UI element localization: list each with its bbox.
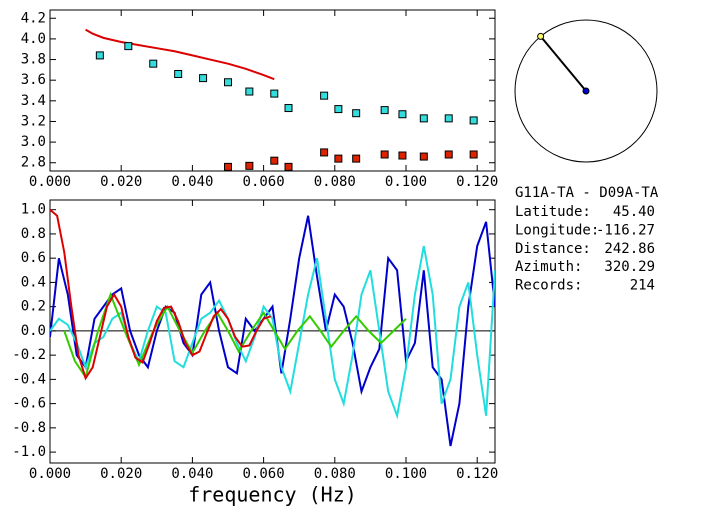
y-tick-label: 3.4 [21, 93, 46, 109]
point [270, 89, 279, 98]
y-tick-label: 0.2 [21, 299, 46, 315]
info-value: 320.29 [604, 259, 655, 275]
y-tick-label: -0.2 [12, 347, 46, 363]
y-tick-label: 3.0 [21, 134, 46, 150]
y-tick-label: 1.0 [21, 202, 46, 218]
y-tick-label: 4.2 [21, 10, 46, 26]
info-value: 242.86 [604, 241, 655, 257]
y-tick-label: 0.8 [21, 226, 46, 242]
plot-frame [49, 9, 496, 172]
x-tick-label: 0.020 [100, 466, 142, 482]
point [245, 87, 254, 96]
x-tick-label: 0.080 [314, 174, 356, 190]
series-group [85, 28, 478, 171]
y-tick-label: -0.4 [12, 371, 46, 387]
point [224, 162, 232, 171]
x-tick-label: 0.060 [243, 174, 285, 190]
y-tick-label: 3.2 [21, 113, 46, 129]
point [284, 104, 293, 113]
point [352, 154, 361, 163]
point [174, 69, 183, 78]
point [469, 150, 478, 159]
station-title: G11A-TA - D09A-TA [515, 185, 659, 201]
point [199, 74, 208, 83]
x-tick-label: 0.040 [171, 466, 213, 482]
point [469, 116, 478, 125]
line [63, 291, 407, 380]
x-tick-label: 0.120 [456, 174, 498, 190]
info-value: 214 [630, 278, 655, 294]
point [444, 150, 453, 159]
info-label: Longitude: [515, 222, 599, 238]
point [380, 106, 389, 115]
info-value: -116.27 [596, 222, 655, 238]
y-tick-label: 0.0 [21, 323, 46, 339]
point [352, 109, 361, 118]
x-tick-label: 0.100 [385, 466, 427, 482]
point [149, 59, 158, 68]
point [320, 91, 329, 100]
y-tick-label: 0.4 [21, 274, 46, 290]
remote-station [537, 32, 545, 40]
y-tick-label: 4.0 [21, 31, 46, 47]
x-tick-label: 0.040 [171, 174, 213, 190]
y-tick-label: -0.6 [12, 396, 46, 412]
x-tick-label: 0.080 [314, 466, 356, 482]
info-label: Azimuth: [515, 259, 582, 275]
info-value: 45.40 [613, 204, 655, 220]
line [85, 28, 275, 81]
x-tick-label: 0.120 [456, 466, 498, 482]
point [334, 105, 343, 114]
point [270, 156, 279, 165]
point [419, 152, 428, 161]
y-tick-label: 0.6 [21, 250, 46, 266]
point [320, 148, 329, 157]
line [50, 208, 272, 381]
point [124, 42, 133, 51]
info-label: Latitude: [515, 204, 591, 220]
x-tick-label: 0.000 [29, 174, 71, 190]
y-tick-label: 3.8 [21, 52, 46, 68]
info-label: Records: [515, 278, 582, 294]
point [334, 154, 343, 163]
azimuth-line [539, 35, 587, 92]
y-tick-label: 2.8 [21, 155, 46, 171]
point [224, 78, 232, 87]
station-info: G11A-TA - D09A-TA Latitude: 45.40 Longitud… [515, 185, 659, 294]
plot-frame [49, 199, 496, 464]
point [284, 162, 293, 171]
series-group [50, 208, 495, 447]
point [444, 114, 453, 123]
x-tick-label: 0.060 [243, 466, 285, 482]
point [95, 51, 104, 60]
point [398, 110, 407, 119]
line [50, 215, 495, 447]
y-tick-label: 3.6 [21, 72, 46, 88]
x-tick-label: 0.020 [100, 174, 142, 190]
point [419, 114, 428, 123]
x-tick-label: 0.000 [29, 466, 71, 482]
center-station [582, 87, 590, 95]
y-tick-label: -0.8 [12, 420, 46, 436]
point [398, 151, 407, 160]
point [380, 150, 389, 159]
y-tick-label: -1.0 [12, 444, 46, 460]
point [245, 161, 254, 170]
azimuth-circle [514, 19, 658, 163]
info-label: Distance: [515, 241, 591, 257]
x-axis-label: frequency (Hz) [188, 483, 357, 507]
x-tick-label: 0.100 [385, 174, 427, 190]
